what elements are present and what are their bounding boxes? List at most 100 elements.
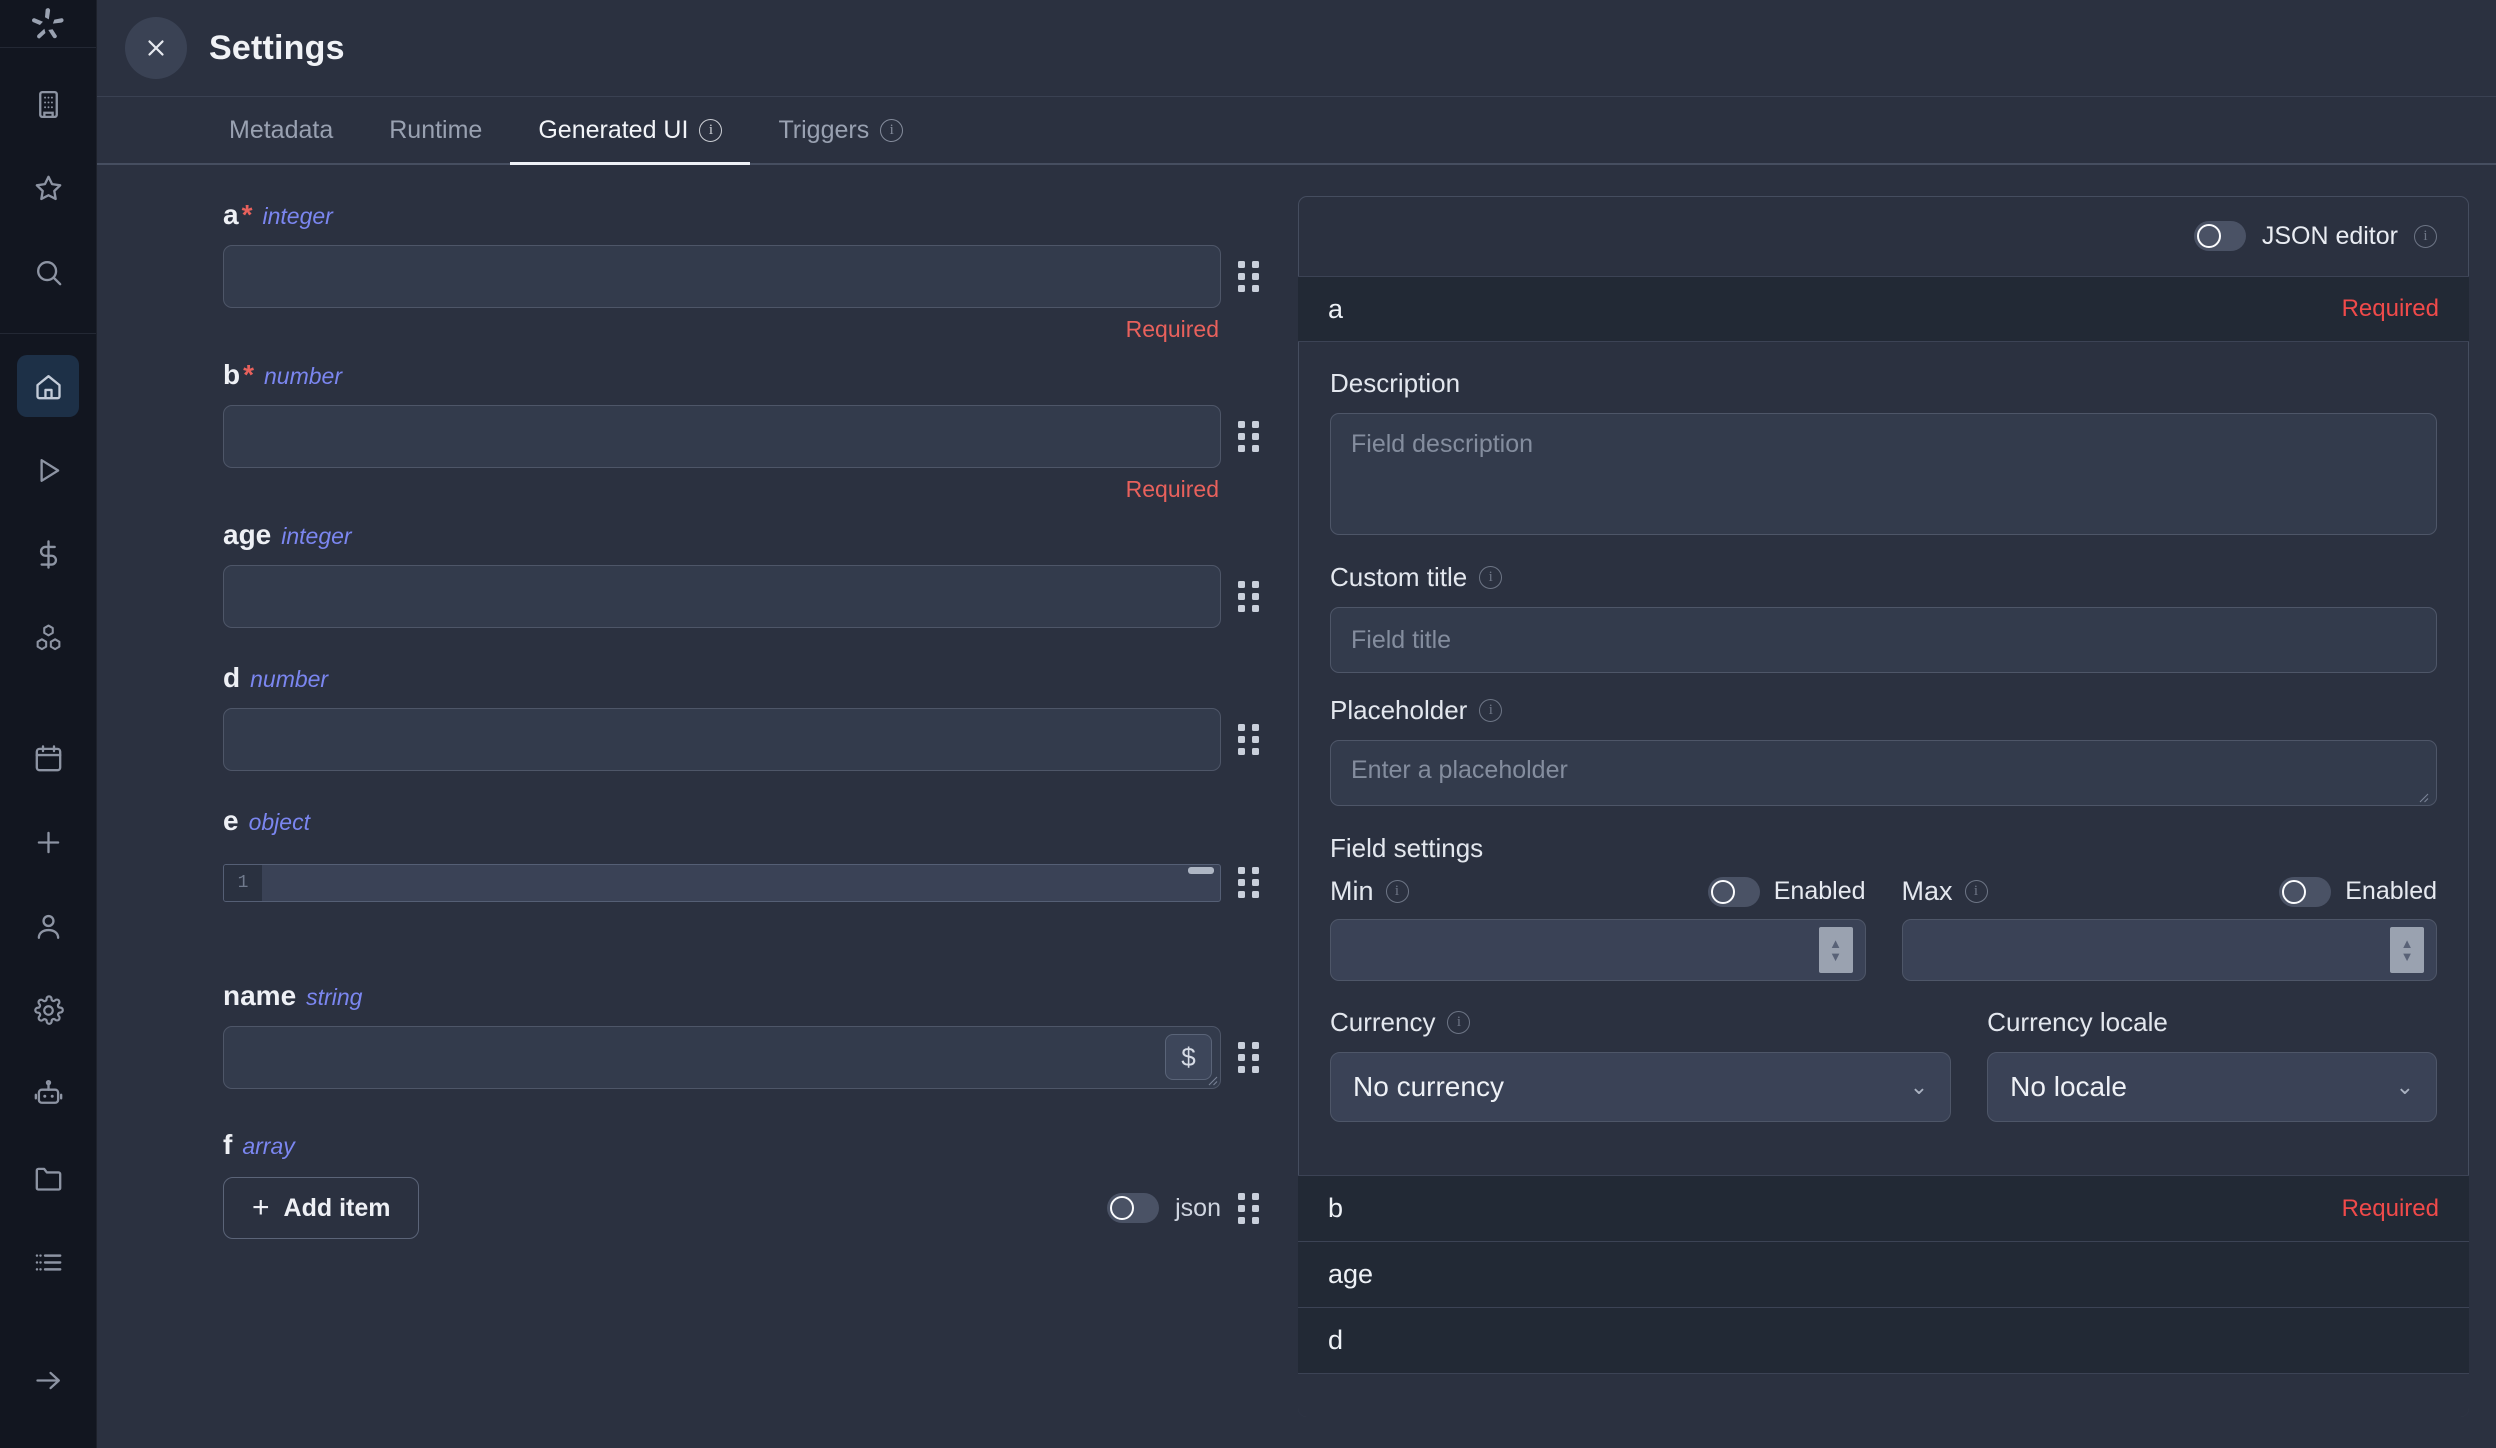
field-name: name (223, 980, 297, 1011)
field-input-b[interactable] (223, 405, 1221, 468)
windmill-logo-icon (32, 7, 64, 38)
drag-handle[interactable] (1235, 565, 1261, 628)
sidebar-item-expand[interactable] (17, 1349, 79, 1411)
main-area: Settings Metadata Runtime Generated UI i… (97, 0, 2496, 1448)
info-icon[interactable]: i (2414, 224, 2437, 248)
sidebar-item-folders[interactable] (17, 1147, 79, 1209)
field-row (223, 245, 1261, 308)
sidebar-item-usage[interactable] (17, 523, 79, 585)
field-input-a[interactable] (223, 245, 1221, 308)
field-name: b (223, 359, 241, 390)
info-icon[interactable]: i (1479, 699, 1503, 722)
min-number-input[interactable]: ▲ ▼ (1330, 919, 1866, 981)
field-settings-panel: JSON editor i a Required Description (1297, 195, 2470, 1418)
tab-label: Runtime (389, 115, 483, 144)
tab-metadata[interactable]: Metadata (201, 97, 361, 163)
drag-handle[interactable] (1235, 245, 1261, 308)
info-icon[interactable]: i (1447, 1011, 1471, 1034)
rail-group-expand (0, 1338, 96, 1422)
json-editor-toggle[interactable] (2193, 221, 2246, 251)
sidebar-item-resources[interactable] (17, 607, 79, 669)
accordion-header-a[interactable]: a Required (1298, 276, 2469, 342)
custom-title-block: Custom title i (1330, 562, 2437, 673)
panel-footer (1298, 1373, 2469, 1417)
info-icon[interactable]: i (1385, 880, 1409, 903)
tab-runtime[interactable]: Runtime (361, 97, 510, 163)
number-spinner-icon[interactable]: ▲ ▼ (1818, 927, 1853, 973)
chevron-down-icon: ⌄ (1909, 1074, 1929, 1099)
max-enabled-toggle[interactable] (2279, 876, 2332, 907)
rail-group-main (0, 333, 96, 680)
array-controls-row: + Add item json (223, 1177, 1261, 1239)
info-icon[interactable]: i (880, 118, 904, 142)
drag-handle[interactable] (1235, 1192, 1261, 1224)
sidebar-item-schedules[interactable] (17, 727, 79, 789)
drag-dots-icon (1237, 1042, 1259, 1073)
currency-row: Currency i No currency ⌄ Curre (1330, 1007, 2437, 1122)
cubes-icon (36, 624, 60, 650)
tab-label: Triggers (778, 115, 870, 144)
field-type: number (250, 666, 329, 692)
info-icon[interactable]: i (1479, 566, 1503, 589)
field-input-d[interactable] (223, 708, 1221, 771)
sidebar-item-workspace[interactable] (17, 74, 79, 136)
drag-handle[interactable] (1235, 405, 1261, 468)
min-label-row: Min i (1330, 876, 1409, 907)
max-number-input[interactable]: ▲ ▼ (1901, 919, 2437, 981)
preview-field-a: a * integer Required (223, 199, 1261, 343)
home-icon (35, 374, 61, 399)
tab-generated-ui[interactable]: Generated UI i (510, 97, 751, 165)
sidebar-item-variables[interactable] (17, 1231, 79, 1293)
field-input-age[interactable] (223, 565, 1221, 628)
drag-handle[interactable] (1235, 708, 1261, 771)
sidebar-item-account[interactable] (17, 895, 79, 957)
accordion-title: a (1328, 293, 1344, 324)
code-scrollbar[interactable] (1188, 866, 1214, 874)
accordion-header-d[interactable]: d (1298, 1307, 2469, 1373)
required-badge: Required (2341, 295, 2439, 322)
min-enabled-label: Enabled (1773, 877, 1866, 905)
tab-label: Generated UI (538, 115, 689, 144)
required-message: Required (1125, 316, 1219, 342)
variable-picker-button[interactable]: $ (1165, 1034, 1212, 1080)
currency-locale-select[interactable]: No locale ⌄ (1987, 1052, 2437, 1122)
accordion-header-age[interactable]: age (1298, 1241, 2469, 1307)
custom-title-input[interactable] (1330, 607, 2437, 673)
number-spinner-icon[interactable]: ▲ ▼ (2390, 927, 2424, 973)
accordion-header-b[interactable]: b Required (1298, 1175, 2469, 1241)
info-icon[interactable]: i (1964, 880, 1988, 903)
close-button[interactable] (125, 17, 187, 79)
sidebar-item-create[interactable] (17, 811, 79, 873)
robot-icon (34, 1079, 62, 1104)
max-enabled-label: Enabled (2345, 877, 2437, 905)
json-mode-toggle[interactable] (1107, 1193, 1160, 1223)
sidebar-item-home[interactable] (17, 355, 79, 417)
min-enabled-toggle[interactable] (1707, 876, 1760, 907)
sidebar-item-workers[interactable] (17, 1063, 79, 1125)
preview-field-age: age integer (223, 519, 1261, 628)
field-input-e-code-editor[interactable]: 1 (223, 863, 1221, 902)
user-icon (37, 914, 59, 939)
description-textarea[interactable] (1330, 413, 2437, 535)
field-name: a (223, 199, 239, 230)
sidebar-item-favorites[interactable] (17, 158, 79, 220)
sidebar-item-search[interactable] (17, 242, 79, 304)
currency-select[interactable]: No currency ⌄ (1330, 1052, 1952, 1122)
field-label: age integer (223, 519, 1261, 551)
drag-dots-icon (1237, 421, 1259, 452)
tab-triggers[interactable]: Triggers i (750, 97, 931, 163)
app-logo[interactable] (0, 0, 96, 47)
currency-locale-value: No locale (2010, 1071, 2127, 1102)
field-row (223, 405, 1261, 468)
add-item-button[interactable]: + Add item (223, 1177, 420, 1239)
info-icon[interactable]: i (699, 118, 723, 142)
drag-dots-icon (1237, 1192, 1259, 1224)
drag-handle[interactable] (1235, 1026, 1261, 1089)
currency-label-row: Currency i (1330, 1007, 1951, 1038)
field-input-name[interactable] (223, 1026, 1221, 1089)
drag-handle[interactable] (1235, 851, 1261, 914)
sidebar-item-settings[interactable] (17, 979, 79, 1041)
field-label: b * number (223, 359, 1261, 391)
sidebar-item-runs[interactable] (17, 439, 79, 501)
placeholder-textarea[interactable] (1330, 740, 2437, 806)
